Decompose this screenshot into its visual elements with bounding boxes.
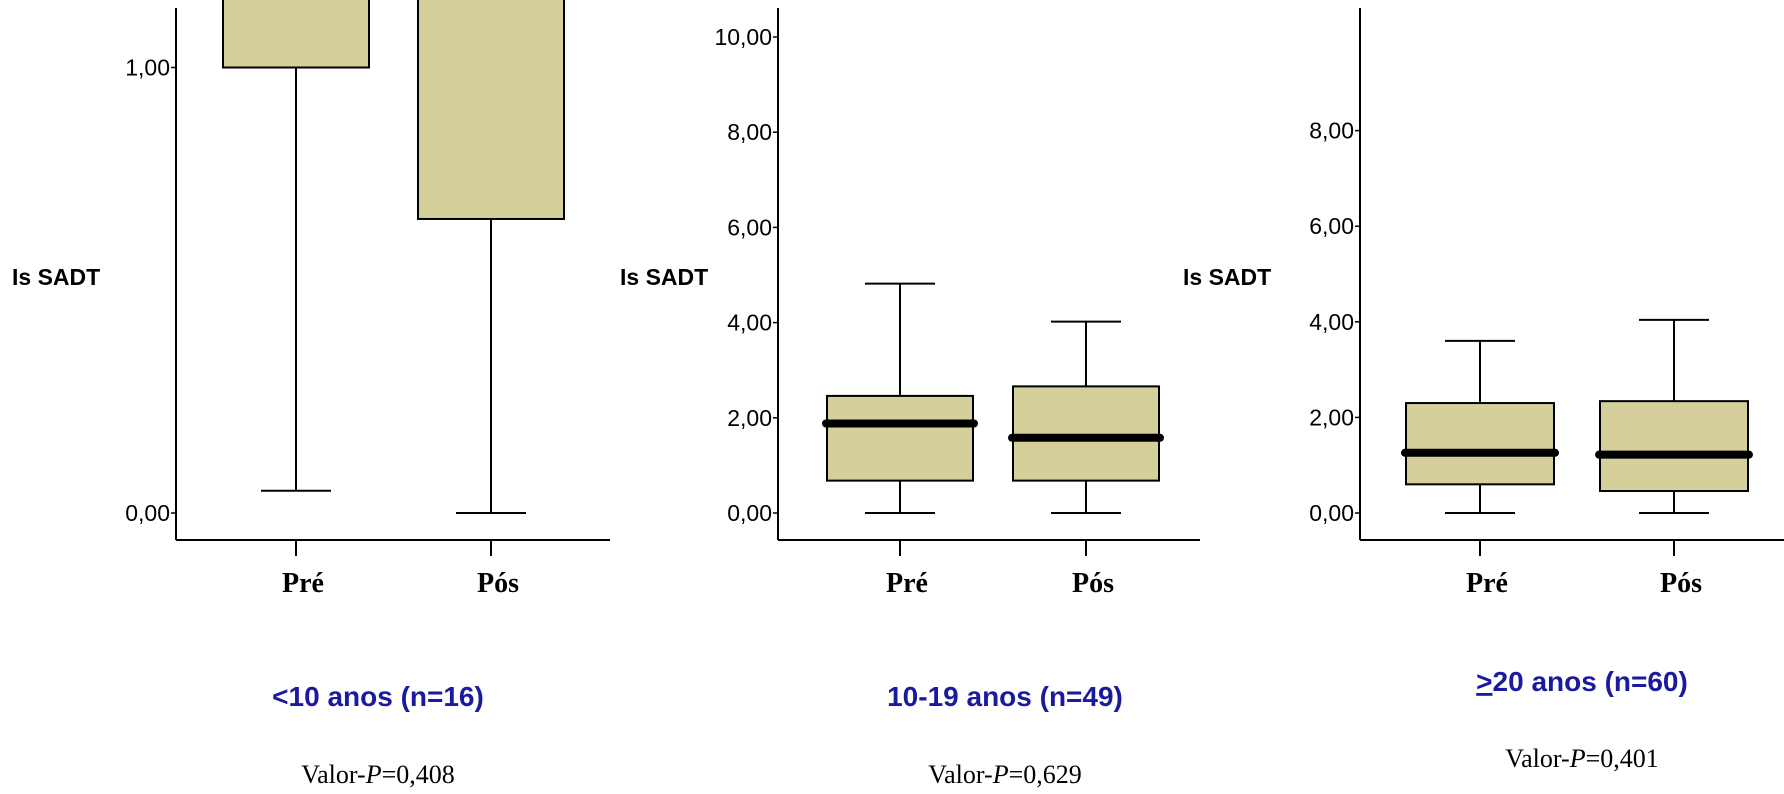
box-Pós: Pós <box>1008 320 1164 599</box>
y-tick-label: 4,00 <box>1309 309 1354 335</box>
x-tick-label: Pós <box>1660 568 1702 599</box>
panel-title-symbol: > <box>1476 666 1492 697</box>
p-value-symbol: P <box>365 760 382 789</box>
y-tick-label: 8,00 <box>727 119 772 145</box>
y-tick-label: 0,00 <box>727 500 772 526</box>
iqr-box <box>1012 385 1160 482</box>
box-Pós: Pós <box>1595 318 1753 599</box>
y-axis-label: Is SADT <box>1183 264 1271 290</box>
y-tick-label: 10,00 <box>714 24 772 50</box>
y-tick-label: 1,00 <box>125 55 170 81</box>
y-tick-label: 4,00 <box>727 310 772 336</box>
box-Pré: Pré <box>822 282 978 599</box>
y-axis-label: Is SADT <box>620 264 708 290</box>
p-value-prefix: Valor- <box>928 760 992 789</box>
panel-title: 10-19 anos (n=49) <box>887 681 1123 712</box>
y-tick-label: 2,00 <box>1309 404 1354 430</box>
p-value-prefix: Valor- <box>1505 744 1569 773</box>
x-tick-label: Pré <box>282 568 324 599</box>
y-tick-label: 8,00 <box>1309 118 1354 144</box>
box-Pós: Pós <box>417 0 565 599</box>
iqr-box <box>1599 400 1749 493</box>
box-Pré: Pré <box>1401 339 1559 599</box>
chart-panel-3: 0,00 2,00 4,00 6,00 8,00 Is SADT Pré Pós >20 ano… <box>1183 8 1784 773</box>
p-value-number: =0,629 <box>1009 760 1082 789</box>
p-value-symbol: P <box>992 760 1009 789</box>
p-value-label: Valor-P=0,408 <box>301 760 455 789</box>
p-value-prefix: Valor- <box>301 760 365 789</box>
x-tick-label: Pós <box>1072 568 1114 599</box>
box-Pré: Pré <box>222 0 370 599</box>
iqr-box <box>826 394 974 482</box>
y-tick-label: 0,00 <box>125 500 170 526</box>
iqr-box <box>222 0 370 69</box>
x-tick-label: Pré <box>886 568 928 599</box>
panel-title: >20 anos (n=60) <box>1476 666 1688 697</box>
chart-panel-2: 0,00 2,00 4,00 6,00 8,00 10,00 Is SADT Pré Pós 10… <box>620 8 1200 789</box>
p-value-number: =0,401 <box>1586 744 1659 773</box>
panel-title: <10 anos (n=16) <box>272 681 484 712</box>
iqr-box <box>417 0 565 220</box>
y-tick-label: 6,00 <box>727 214 772 240</box>
y-tick-label: 0,00 <box>1309 500 1354 526</box>
p-value-number: =0,408 <box>382 760 455 789</box>
x-tick-label: Pré <box>1466 568 1508 599</box>
panel-title-text: 20 anos (n=60) <box>1493 666 1688 697</box>
y-axis-label: Is SADT <box>12 264 100 290</box>
iqr-box <box>1405 402 1555 486</box>
y-tick-label: 2,00 <box>727 405 772 431</box>
p-value-label: Valor-P=0,401 <box>1505 744 1659 773</box>
x-tick-label: Pós <box>477 568 519 599</box>
p-value-label: Valor-P=0,629 <box>928 760 1082 789</box>
y-tick-label: 6,00 <box>1309 213 1354 239</box>
p-value-symbol: P <box>1569 744 1586 773</box>
